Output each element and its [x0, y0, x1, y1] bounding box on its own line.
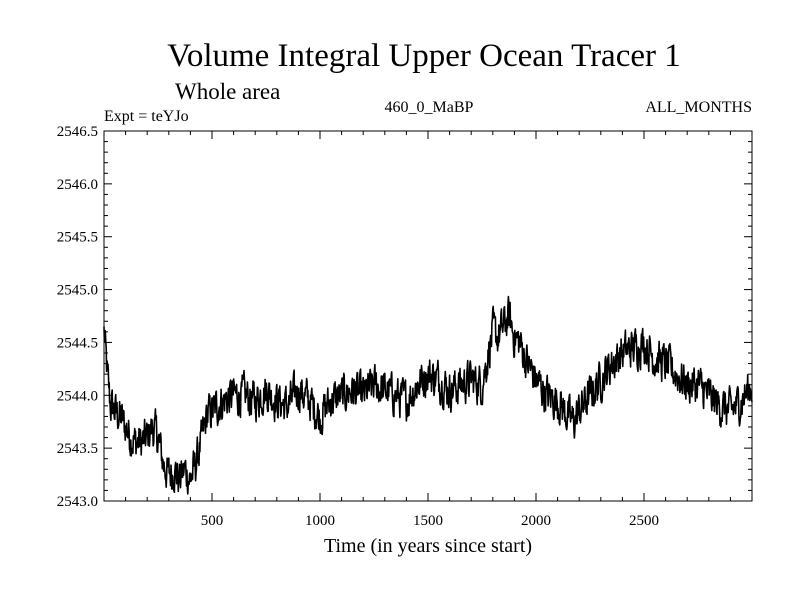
- y-tick-label: 2545.5: [57, 230, 98, 246]
- chart-subtitle: Whole area: [175, 79, 280, 104]
- y-tick-label: 2545.0: [57, 283, 98, 299]
- x-tick-label: 500: [201, 513, 224, 529]
- chart-title: Volume Integral Upper Ocean Tracer 1: [167, 38, 680, 74]
- x-tick-label: 1000: [305, 513, 335, 529]
- x-tick-label: 2500: [629, 513, 659, 529]
- x-ticks: 500 1000 1500 2000 2500: [125, 131, 731, 529]
- experiment-label: Expt = teYJo: [104, 108, 189, 125]
- series-line: [103, 295, 753, 495]
- y-ticks: 2543.0 2543.5 2544.0 2544.5 2545.0 2545.5 2546…: [57, 124, 752, 510]
- y-tick-label: 2546.5: [57, 124, 98, 140]
- x-tick-label: 1500: [413, 513, 443, 529]
- x-axis-label: Time (in years since start): [324, 535, 532, 557]
- months-label: ALL_MONTHS: [645, 99, 752, 116]
- y-tick-label: 2546.0: [57, 177, 98, 193]
- y-tick-label: 2544.5: [57, 335, 98, 351]
- y-tick-label: 2543.5: [57, 441, 98, 457]
- plot-frame: [103, 130, 753, 502]
- period-label: 460_0_MaBP: [385, 99, 474, 116]
- y-tick-label: 2543.0: [57, 494, 98, 510]
- x-tick-label: 2000: [521, 513, 551, 529]
- y-tick-label: 2544.0: [57, 388, 98, 404]
